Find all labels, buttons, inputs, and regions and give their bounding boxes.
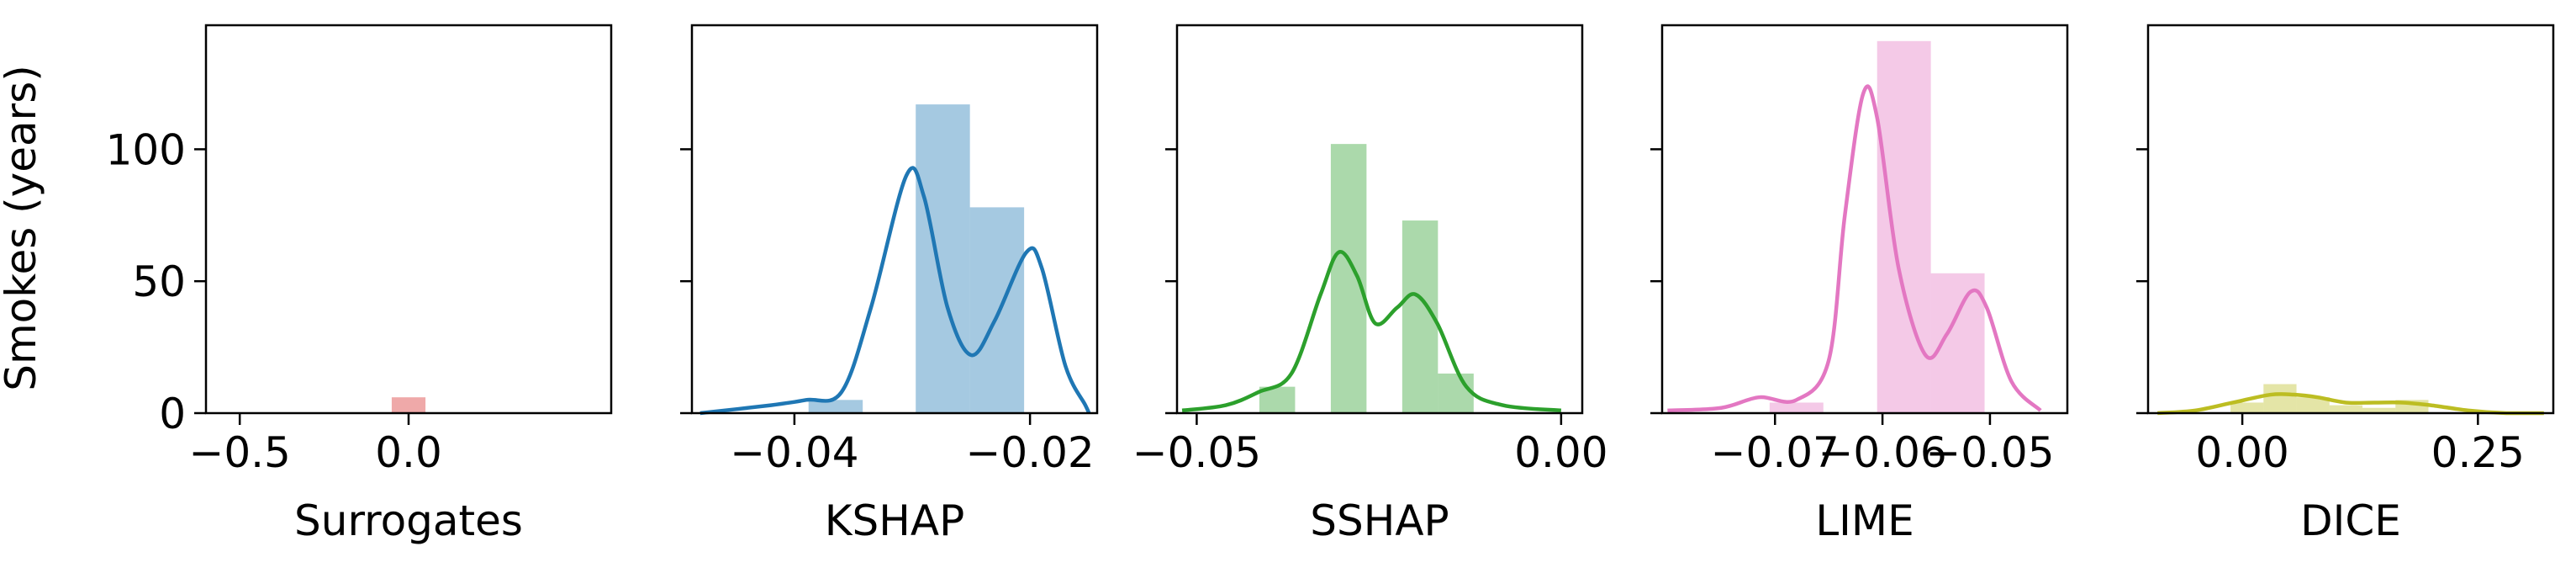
y-tick-label: 100: [106, 125, 186, 174]
plot-frame: [1175, 24, 1584, 415]
kde-curve: [1181, 250, 1562, 413]
histogram-bar: [2362, 407, 2396, 413]
x-tick-label: −0.06: [1818, 428, 1946, 477]
x-axis-label: DICE: [2300, 496, 2401, 545]
histogram-bar: [391, 397, 426, 413]
histogram-bar: [916, 104, 970, 413]
plot-frame: [204, 24, 613, 415]
x-tick-label: −0.05: [1132, 428, 1261, 477]
histogram-bar: [1330, 144, 1367, 414]
x-tick-label: −0.04: [730, 428, 858, 477]
histogram-bar: [1877, 40, 1931, 414]
histogram-bar: [1930, 273, 1985, 413]
histogram-bar: [969, 207, 1025, 413]
plot-frame: [2146, 24, 2555, 415]
kde-curve: [699, 166, 1091, 416]
histogram-bar: [1769, 402, 1824, 413]
x-tick-label: −0.07: [1711, 428, 1840, 477]
x-tick-label: 0.0: [375, 428, 442, 477]
kde-curve: [1667, 84, 2042, 413]
panel-sshap: −0.05 0.00 SSHAP: [1132, 24, 1608, 545]
x-tick-label: 0.00: [2195, 428, 2288, 477]
histogram-bar: [2230, 402, 2264, 413]
figure-y-axis-label: Smokes (years): [0, 65, 45, 391]
x-axis-label: LIME: [1815, 496, 1914, 545]
x-axis-label: KSHAP: [825, 496, 964, 545]
x-tick-label: −0.5: [188, 428, 290, 477]
kde-curve: [2157, 391, 2544, 416]
y-tick-label: 50: [132, 257, 186, 306]
histogram-bar: [2329, 405, 2363, 413]
x-axis-label: Surrogates: [294, 496, 523, 545]
x-tick-label: −0.02: [966, 428, 1095, 477]
x-axis-label: SSHAP: [1310, 496, 1449, 545]
histogram-bar: [2263, 384, 2297, 413]
histogram-bar: [1438, 373, 1474, 413]
y-tick-label: 0: [159, 390, 186, 438]
histogram-bar: [2296, 397, 2330, 413]
x-tick-label: −0.05: [1925, 428, 2054, 477]
x-tick-label: 0.00: [1514, 428, 1607, 477]
panel-surrogates: 0 50 100 −0.5 0.0 Surrogates: [106, 24, 613, 545]
panel-dice: 0.00 0.25 DICE: [2136, 24, 2555, 545]
plot-frame: [1660, 24, 2069, 415]
x-tick-label: 0.25: [2431, 428, 2525, 477]
plot-frame: [690, 24, 1099, 415]
histogram-bar: [808, 400, 863, 413]
